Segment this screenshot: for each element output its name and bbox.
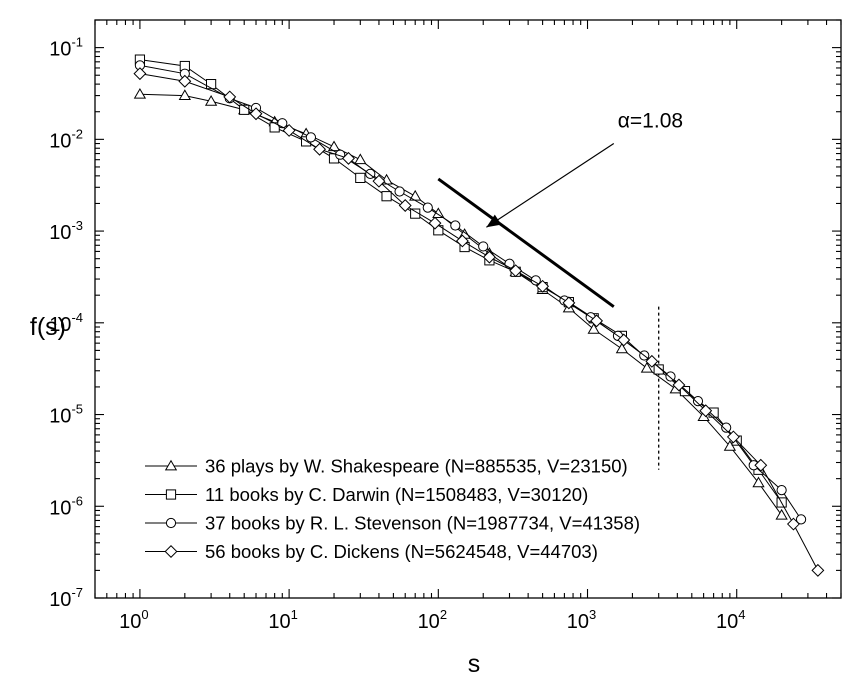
circle-marker: [165, 517, 177, 529]
diamond-marker: [164, 545, 178, 558]
circle-marker: [665, 371, 676, 382]
diamond-marker: [786, 517, 800, 531]
y-tick-label: 10-4: [49, 310, 83, 336]
x-tick-label: 100: [119, 607, 148, 633]
legend-label: 11 books by C. Darwin (N=1508483, V=3012…: [205, 484, 588, 505]
series-line: [139, 93, 783, 516]
y-tick-label: 10-1: [49, 35, 83, 61]
diamond-marker: [398, 199, 412, 212]
y-tick-label: 10-6: [49, 493, 83, 519]
triangle-marker: [164, 459, 178, 471]
square-marker: [165, 489, 177, 500]
y-axis-label: f(s): [30, 313, 66, 341]
legend-label: 37 books by R. L. Stevenson (N=1987734, …: [205, 513, 640, 534]
series-square: [134, 54, 787, 508]
triangle-marker: [354, 153, 367, 165]
diamond-marker: [754, 458, 768, 472]
diamond-marker: [645, 354, 659, 368]
x-axis-label: s: [468, 650, 481, 678]
diamond-marker: [313, 142, 327, 156]
triangle-marker: [178, 89, 191, 100]
square-marker: [206, 79, 217, 90]
diamond-marker: [699, 404, 713, 418]
triangle-marker: [615, 342, 629, 354]
legend-label: 36 plays by W. Shakespeare (N=885535, V=…: [205, 456, 628, 477]
circle-marker: [721, 422, 732, 433]
legend-label: 56 books by C. Dickens (N=5624548, V=447…: [205, 541, 598, 562]
square-marker: [381, 191, 392, 202]
slope-label: α=1.08: [618, 110, 683, 133]
diamond-marker: [178, 74, 192, 88]
circle-marker: [394, 186, 405, 197]
circle-marker: [450, 220, 461, 231]
circle-marker: [530, 275, 541, 286]
circle-marker: [277, 118, 288, 129]
diamond-marker: [590, 314, 604, 328]
x-axis-ticks: 100 101 102 103 104: [94, 20, 842, 633]
plot-border: [94, 19, 842, 599]
series-line: [139, 73, 819, 571]
diamond-marker: [617, 333, 631, 347]
x-tick-label: 104: [716, 607, 745, 633]
square-marker: [355, 172, 366, 183]
triangle-marker: [640, 361, 654, 373]
slope-line: [437, 177, 615, 308]
circle-marker: [478, 241, 489, 252]
series-line: [139, 59, 783, 503]
square-marker: [239, 104, 250, 115]
diamond-marker: [726, 430, 740, 444]
diamond-marker: [428, 216, 442, 230]
triangle-marker: [432, 207, 445, 219]
series-diamond: [133, 67, 825, 577]
annotations: α=1.08: [437, 110, 683, 470]
triangle-marker: [587, 322, 600, 334]
diamond-marker: [811, 563, 825, 577]
circle-marker: [795, 514, 807, 525]
circle-marker: [422, 202, 433, 213]
x-tick-label: 102: [418, 607, 447, 633]
triangle-marker: [133, 87, 147, 99]
diamond-marker: [482, 250, 496, 264]
x-tick-label: 101: [268, 607, 297, 633]
x-tick-label: 103: [567, 607, 596, 633]
circle-marker: [305, 132, 317, 143]
diamond-marker: [536, 279, 550, 293]
diamond-marker: [672, 378, 686, 392]
diamond-marker: [282, 123, 296, 137]
diamond-marker: [223, 90, 237, 104]
diamond-marker: [372, 174, 386, 188]
series-layer: [133, 54, 825, 577]
triangle-marker: [204, 94, 218, 106]
series-line: [139, 64, 802, 520]
y-tick-label: 10-3: [49, 218, 83, 244]
legend-entry: 36 plays by W. Shakespeare (N=885535, V=…: [145, 456, 628, 477]
arrow-shaft: [486, 143, 615, 228]
diamond-marker: [509, 264, 523, 278]
diamond-marker: [249, 107, 263, 121]
triangle-marker: [752, 476, 765, 488]
square-marker: [653, 364, 664, 375]
y-tick-label: 10-5: [49, 402, 83, 428]
plot-frame: [94, 19, 842, 599]
y-tick-label: 10-7: [49, 585, 83, 611]
y-tick-label: 10-2: [49, 126, 83, 152]
y-axis-ticks: 10-1 10-2 10-3 10-4 10-5 10-6 10-7: [49, 19, 841, 611]
diamond-marker: [342, 151, 355, 165]
legend-entry: 56 books by C. Dickens (N=5624548, V=447…: [145, 541, 598, 562]
legend: 36 plays by W. Shakespeare (N=885535, V=…: [145, 456, 640, 562]
circle-marker: [776, 485, 787, 496]
circle-marker: [692, 396, 704, 407]
legend-entry: 11 books by C. Darwin (N=1508483, V=3012…: [145, 484, 588, 505]
diamond-marker: [562, 296, 576, 310]
arrow-head: [486, 214, 502, 228]
series-circle: [134, 60, 807, 525]
diamond-marker: [455, 234, 469, 248]
triangle-marker: [775, 508, 788, 520]
legend-entry: 37 books by R. L. Stevenson (N=1987734, …: [145, 513, 640, 534]
diamond-marker: [133, 67, 147, 81]
